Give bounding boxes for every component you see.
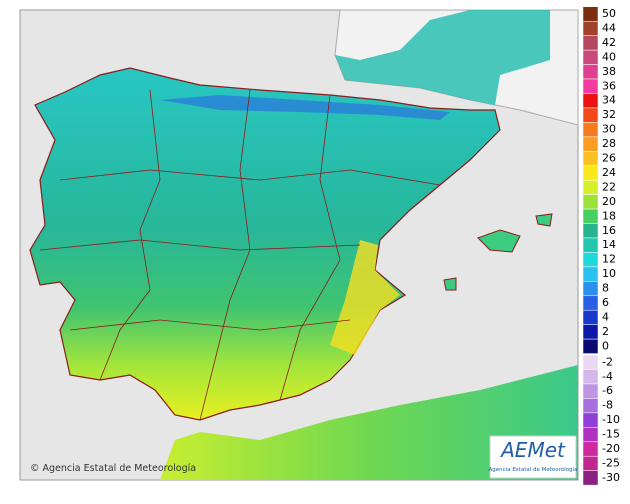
legend-label: -4 (602, 370, 613, 383)
north-mountains (160, 95, 450, 120)
legend-swatch (582, 281, 599, 297)
legend-label: 50 (602, 7, 616, 20)
africa (160, 365, 578, 480)
legend-swatch (582, 427, 599, 443)
iberia (29, 67, 501, 421)
legend-label: 8 (602, 282, 609, 295)
legend-label: 22 (602, 180, 616, 193)
legend-swatch (582, 252, 599, 268)
legend-label: 44 (602, 21, 616, 34)
legend-swatch (582, 64, 599, 80)
legend-swatch (582, 295, 599, 311)
legend-swatch (582, 223, 599, 239)
legend-swatch (582, 151, 599, 166)
legend-swatch (582, 165, 599, 181)
legend-label: -6 (602, 384, 613, 397)
legend-swatch (582, 441, 599, 457)
legend-label: -15 (602, 428, 620, 441)
legend-label: 40 (602, 50, 616, 63)
east-coast (330, 240, 400, 355)
legend-swatch (582, 237, 599, 253)
legend-swatch (582, 6, 599, 22)
legend-swatch (582, 324, 599, 340)
legend-label: 14 (602, 238, 616, 251)
legend-label: -25 (602, 456, 620, 469)
legend-label: 16 (602, 224, 616, 237)
mallorca (477, 229, 521, 253)
legend-label: -10 (602, 413, 620, 426)
legend-label: 30 (602, 123, 616, 136)
legend-swatch (582, 49, 599, 65)
legend-label: 38 (602, 65, 616, 78)
legend-label: 24 (602, 166, 616, 179)
legend-swatch (582, 93, 599, 109)
legend-label: 26 (602, 152, 616, 165)
france-south (335, 10, 550, 105)
legend-label: 20 (602, 195, 616, 208)
legend-swatch (582, 455, 599, 471)
legend-swatch (582, 194, 599, 210)
legend-swatch (582, 266, 599, 282)
legend-label: -20 (602, 442, 620, 455)
logo: AEMet (499, 438, 566, 462)
legend-swatch (582, 398, 599, 414)
legend-label: -8 (602, 399, 613, 412)
legend-label: -30 (602, 471, 620, 484)
legend-label: 4 (602, 310, 609, 323)
legend-label: 0 (602, 339, 609, 352)
logo-subtitle: Agencia Estatal de Meteorología (489, 466, 578, 473)
legend-swatch (582, 136, 599, 152)
legend-label: 28 (602, 137, 616, 150)
legend-label: 12 (602, 253, 616, 266)
legend: 5044424038363432302826242220181614121086… (582, 6, 620, 486)
legend-label: 42 (602, 36, 616, 49)
ibiza (443, 277, 457, 291)
menorca (535, 213, 553, 227)
legend-swatch (582, 78, 599, 94)
logo-box (489, 435, 577, 479)
legend-label: 18 (602, 209, 616, 222)
credit: © Agencia Estatal de Meteorología (30, 463, 196, 474)
legend-label: 10 (602, 267, 616, 280)
legend-label: 34 (602, 94, 616, 107)
legend-swatch (582, 412, 599, 428)
legend-label: 36 (602, 79, 616, 92)
legend-label: -2 (602, 355, 613, 368)
legend-swatch (582, 208, 599, 224)
legend-swatch (582, 470, 599, 486)
legend-swatch (582, 20, 599, 36)
legend-label: 2 (602, 325, 609, 338)
legend-label: 6 (602, 296, 609, 309)
legend-swatch (582, 309, 599, 325)
legend-swatch (582, 354, 599, 370)
legend-swatch (582, 35, 599, 51)
borders (39, 89, 441, 421)
legend-swatch (582, 179, 599, 195)
legend-swatch (582, 383, 599, 399)
legend-swatch (582, 107, 599, 123)
legend-swatch (582, 369, 599, 385)
legend-label: 32 (602, 108, 616, 121)
legend-swatch (582, 338, 599, 354)
legend-swatch (582, 122, 599, 138)
